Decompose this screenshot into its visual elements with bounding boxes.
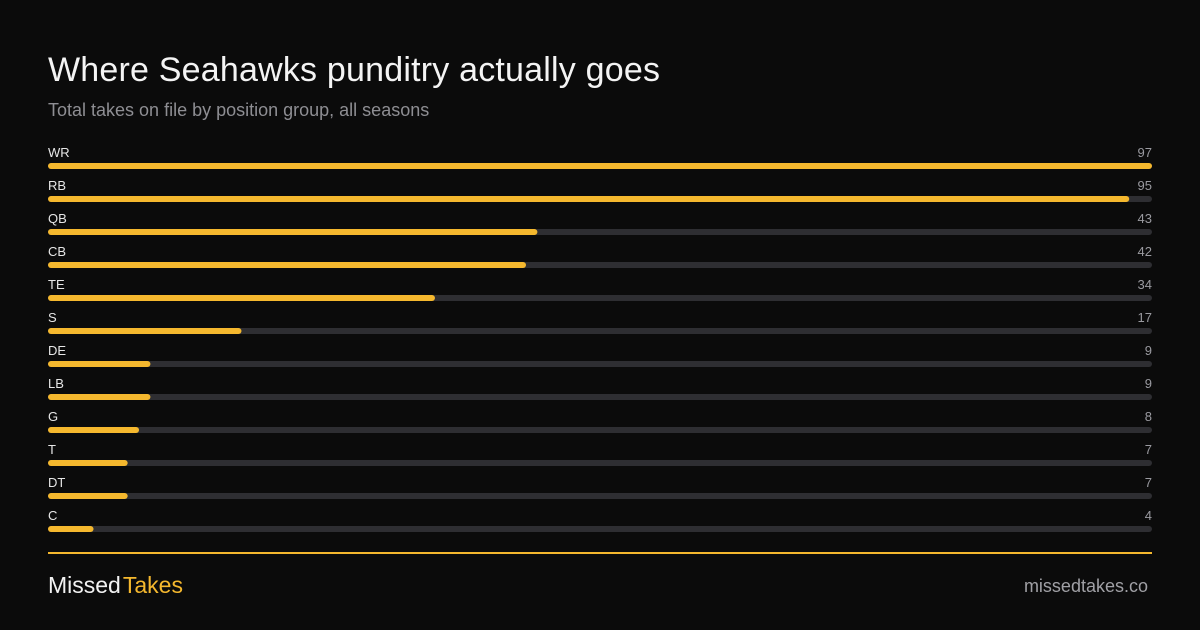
bar-track bbox=[48, 460, 1152, 466]
bar-row-dt: DT 7 bbox=[48, 475, 1152, 499]
bar-track bbox=[48, 526, 1152, 532]
category-label: T bbox=[48, 442, 56, 457]
bar-fill bbox=[48, 526, 94, 532]
site-url[interactable]: missedtakes.co bbox=[1023, 576, 1148, 596]
bar-row-wr: WR 97 bbox=[48, 145, 1152, 169]
category-label: WR bbox=[48, 145, 70, 160]
bar-row-qb: QB 43 bbox=[48, 211, 1152, 235]
bar-track bbox=[48, 493, 1152, 499]
category-label: QB bbox=[48, 211, 67, 226]
brand-name-part2: Takes bbox=[122, 572, 183, 598]
bar-track bbox=[48, 328, 1152, 334]
category-label: C bbox=[48, 508, 57, 523]
category-label: S bbox=[48, 310, 57, 325]
category-label: DT bbox=[48, 475, 65, 490]
value-label: 9 bbox=[1145, 343, 1152, 358]
footer-divider bbox=[48, 552, 1152, 554]
category-label: RB bbox=[48, 178, 66, 193]
value-label: 42 bbox=[1138, 244, 1152, 259]
bar-fill bbox=[48, 493, 128, 499]
value-label: 34 bbox=[1138, 277, 1152, 292]
bar-row-te: TE 34 bbox=[48, 277, 1152, 301]
value-label: 97 bbox=[1138, 145, 1152, 160]
category-label: G bbox=[48, 409, 58, 424]
bar-track bbox=[48, 361, 1152, 367]
bar-track bbox=[48, 394, 1152, 400]
bar-fill bbox=[48, 196, 1130, 202]
brand-name-part1: Missed bbox=[48, 572, 121, 598]
value-label: 9 bbox=[1145, 376, 1152, 391]
bar-fill bbox=[48, 328, 242, 334]
category-label: CB bbox=[48, 244, 66, 259]
bar-fill bbox=[48, 229, 538, 235]
bar-row-rb: RB 95 bbox=[48, 178, 1152, 202]
bar-fill bbox=[48, 262, 527, 268]
bar-fill bbox=[48, 394, 151, 400]
bar-fill bbox=[48, 460, 128, 466]
bar-fill bbox=[48, 361, 151, 367]
value-label: 4 bbox=[1145, 508, 1152, 523]
category-label: LB bbox=[48, 376, 64, 391]
value-label: 7 bbox=[1145, 475, 1152, 490]
bar-row-cb: CB 42 bbox=[48, 244, 1152, 268]
chart-title: Where Seahawks punditry actually goes bbox=[48, 51, 661, 89]
bar-row-s: S 17 bbox=[48, 310, 1152, 334]
category-label: TE bbox=[48, 277, 65, 292]
value-label: 17 bbox=[1138, 310, 1152, 325]
bar-row-lb: LB 9 bbox=[48, 376, 1152, 400]
bar-fill bbox=[48, 163, 1152, 169]
value-label: 8 bbox=[1145, 409, 1152, 424]
value-label: 95 bbox=[1138, 178, 1152, 193]
value-label: 43 bbox=[1138, 211, 1152, 226]
bar-row-de: DE 9 bbox=[48, 343, 1152, 367]
bar-fill bbox=[48, 295, 435, 301]
category-label: DE bbox=[48, 343, 66, 358]
brand-logo[interactable]: MissedTakes bbox=[48, 571, 183, 599]
bar-chart: WR 97 RB 95 QB 43 CB 42 TE 34 S 17 DE 9 LB 9 G 8 T 7 DT 7 C 4 bbox=[48, 142, 1152, 538]
chart-subtitle: Total takes on file by position group, a… bbox=[48, 100, 430, 120]
bar-track bbox=[48, 427, 1152, 433]
value-label: 7 bbox=[1145, 442, 1152, 457]
bar-fill bbox=[48, 427, 140, 433]
